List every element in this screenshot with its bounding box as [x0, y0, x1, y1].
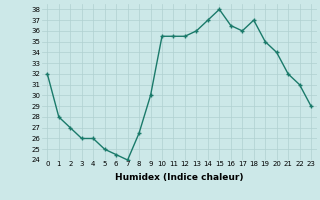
X-axis label: Humidex (Indice chaleur): Humidex (Indice chaleur) [115, 173, 244, 182]
